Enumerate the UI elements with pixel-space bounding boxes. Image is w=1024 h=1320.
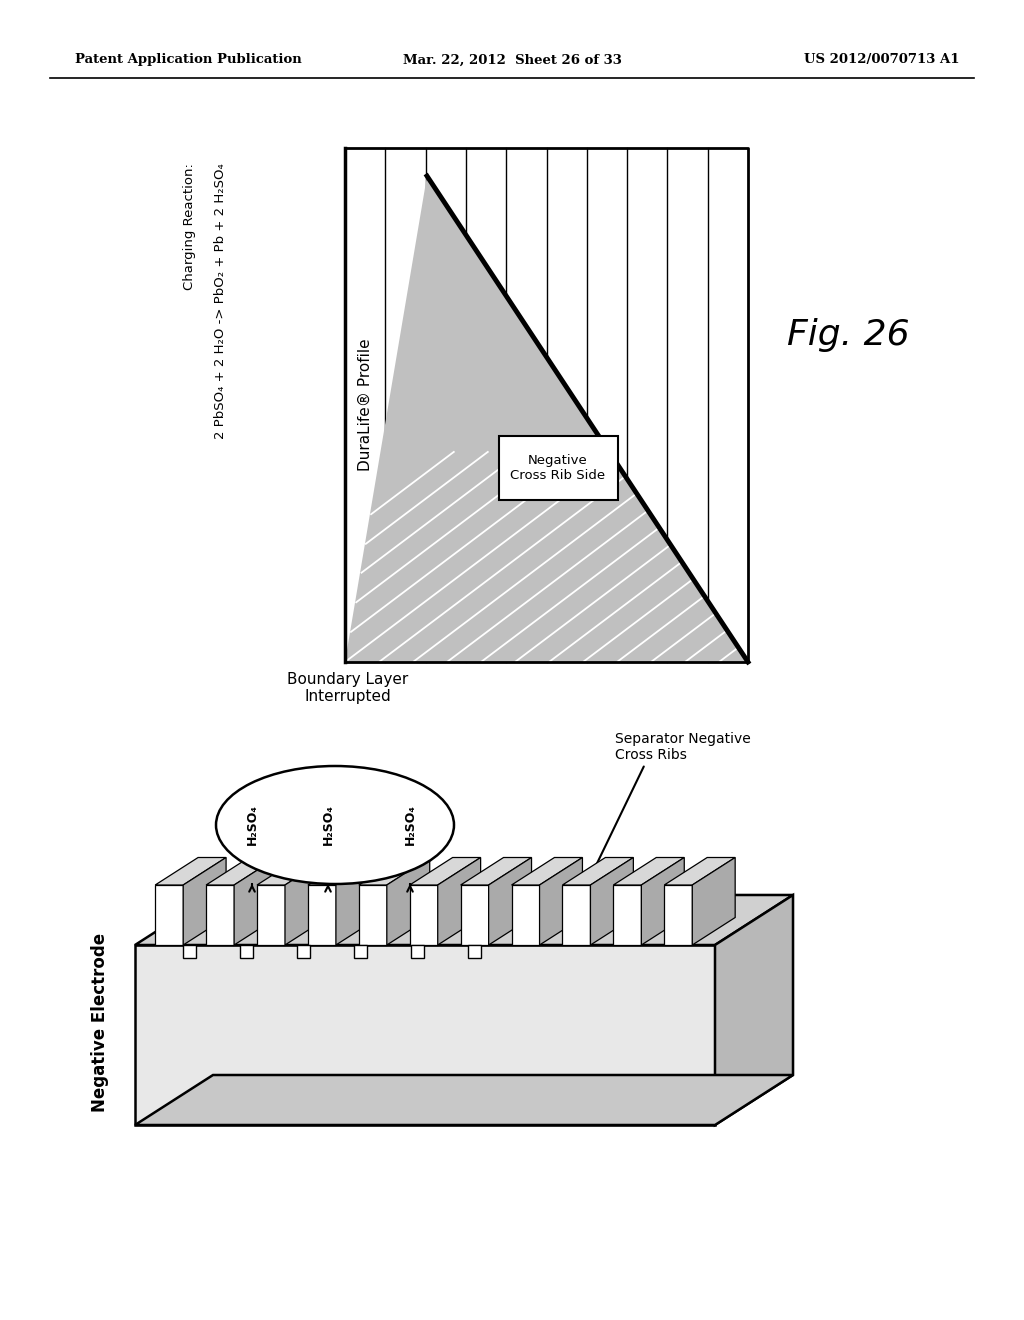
Polygon shape: [257, 858, 328, 884]
Polygon shape: [206, 884, 234, 945]
Text: Mar. 22, 2012  Sheet 26 of 33: Mar. 22, 2012 Sheet 26 of 33: [402, 54, 622, 66]
Text: US 2012/0070713 A1: US 2012/0070713 A1: [805, 54, 961, 66]
Polygon shape: [461, 884, 488, 945]
Text: Negative Electrode: Negative Electrode: [91, 932, 109, 1111]
Ellipse shape: [216, 766, 454, 884]
Polygon shape: [234, 858, 276, 945]
Text: Negative
Cross Rib Side: Negative Cross Rib Side: [510, 454, 605, 482]
Text: DuraLife® Profile: DuraLife® Profile: [357, 339, 373, 471]
Polygon shape: [345, 176, 748, 663]
Polygon shape: [613, 884, 641, 945]
Polygon shape: [156, 858, 226, 884]
Polygon shape: [410, 858, 480, 884]
FancyBboxPatch shape: [499, 436, 617, 500]
Polygon shape: [358, 858, 430, 884]
Polygon shape: [183, 858, 226, 945]
Bar: [297, 945, 310, 958]
Polygon shape: [461, 858, 531, 884]
Text: Separator Negative
Cross Ribs: Separator Negative Cross Ribs: [615, 733, 751, 762]
Polygon shape: [437, 858, 480, 945]
Bar: [240, 945, 253, 958]
Polygon shape: [387, 858, 430, 945]
Polygon shape: [135, 895, 793, 945]
Polygon shape: [613, 858, 684, 884]
Bar: [411, 945, 424, 958]
Polygon shape: [358, 884, 387, 945]
Polygon shape: [285, 858, 328, 945]
Bar: [354, 945, 367, 958]
Polygon shape: [665, 884, 692, 945]
Polygon shape: [135, 1074, 793, 1125]
Polygon shape: [336, 858, 379, 945]
Text: H₂SO₄: H₂SO₄: [403, 805, 417, 845]
Polygon shape: [257, 884, 285, 945]
Text: Fig. 26: Fig. 26: [786, 318, 909, 352]
Polygon shape: [562, 858, 634, 884]
Polygon shape: [540, 858, 583, 945]
Polygon shape: [715, 895, 793, 1125]
Polygon shape: [665, 858, 735, 884]
Polygon shape: [692, 858, 735, 945]
Polygon shape: [591, 858, 634, 945]
Polygon shape: [135, 945, 715, 1125]
Polygon shape: [641, 858, 684, 945]
Polygon shape: [308, 858, 379, 884]
Text: Charging Reaction:: Charging Reaction:: [183, 162, 197, 290]
Text: Boundary Layer
Interrupted: Boundary Layer Interrupted: [288, 672, 409, 704]
Polygon shape: [213, 895, 793, 1074]
Polygon shape: [308, 884, 336, 945]
Bar: [183, 945, 196, 958]
Polygon shape: [206, 858, 276, 884]
Bar: [468, 945, 481, 958]
Polygon shape: [562, 884, 591, 945]
Polygon shape: [410, 884, 437, 945]
Text: H₂SO₄: H₂SO₄: [246, 805, 258, 845]
Text: 2 PbSO₄ + 2 H₂O -> PbO₂ + Pb + 2 H₂SO₄: 2 PbSO₄ + 2 H₂O -> PbO₂ + Pb + 2 H₂SO₄: [213, 162, 226, 438]
Text: Patent Application Publication: Patent Application Publication: [75, 54, 302, 66]
Polygon shape: [488, 858, 531, 945]
Text: H₂SO₄: H₂SO₄: [322, 805, 335, 845]
Polygon shape: [156, 884, 183, 945]
Polygon shape: [512, 858, 583, 884]
Polygon shape: [512, 884, 540, 945]
